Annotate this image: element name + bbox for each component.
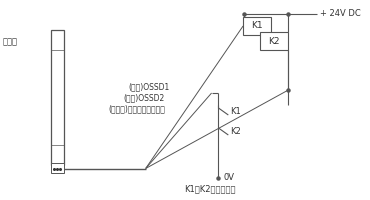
Text: + 24V DC: + 24V DC: [320, 9, 361, 19]
Bar: [243, 17, 270, 35]
Text: 受光器: 受光器: [3, 38, 18, 46]
Bar: [260, 32, 288, 50]
Text: (黒色)OSSD1: (黒色)OSSD1: [128, 82, 169, 92]
Text: K1、K2：外部設備: K1、K2：外部設備: [184, 184, 236, 194]
Text: K1: K1: [251, 21, 263, 30]
Text: (白色)OSSD2: (白色)OSSD2: [123, 94, 164, 102]
Bar: [51, 30, 64, 165]
Text: 0V: 0V: [223, 173, 235, 182]
Text: K1: K1: [230, 107, 241, 116]
Bar: [51, 163, 64, 173]
Text: (黄綠色)外部設備監控輸入: (黄綠色)外部設備監控輸入: [108, 104, 165, 114]
Text: K2: K2: [230, 127, 241, 136]
Text: K2: K2: [268, 36, 280, 46]
